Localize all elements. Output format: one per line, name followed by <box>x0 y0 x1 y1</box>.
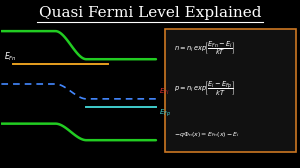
Text: $n = n_i\,exp\!\left[\dfrac{E_{Fn}-E_i}{kT}\right]$: $n = n_i\,exp\!\left[\dfrac{E_{Fn}-E_i}{… <box>174 39 235 57</box>
Text: $E_{Fi}$: $E_{Fi}$ <box>159 87 169 97</box>
Text: $-q\Phi_n(x) = E_{Fn}(x) - E_i$: $-q\Phi_n(x) = E_{Fn}(x) - E_i$ <box>174 130 240 139</box>
Text: $p = n_i\,exp\!\left[\dfrac{E_i-E_{Fp}}{kT}\right]$: $p = n_i\,exp\!\left[\dfrac{E_i-E_{Fp}}{… <box>174 79 236 97</box>
Text: $E_{Fp}$: $E_{Fp}$ <box>159 108 171 119</box>
Text: Quasi Fermi Level Explained: Quasi Fermi Level Explained <box>39 6 261 20</box>
FancyBboxPatch shape <box>165 29 296 152</box>
Text: $E_{Fn}$: $E_{Fn}$ <box>4 50 17 62</box>
